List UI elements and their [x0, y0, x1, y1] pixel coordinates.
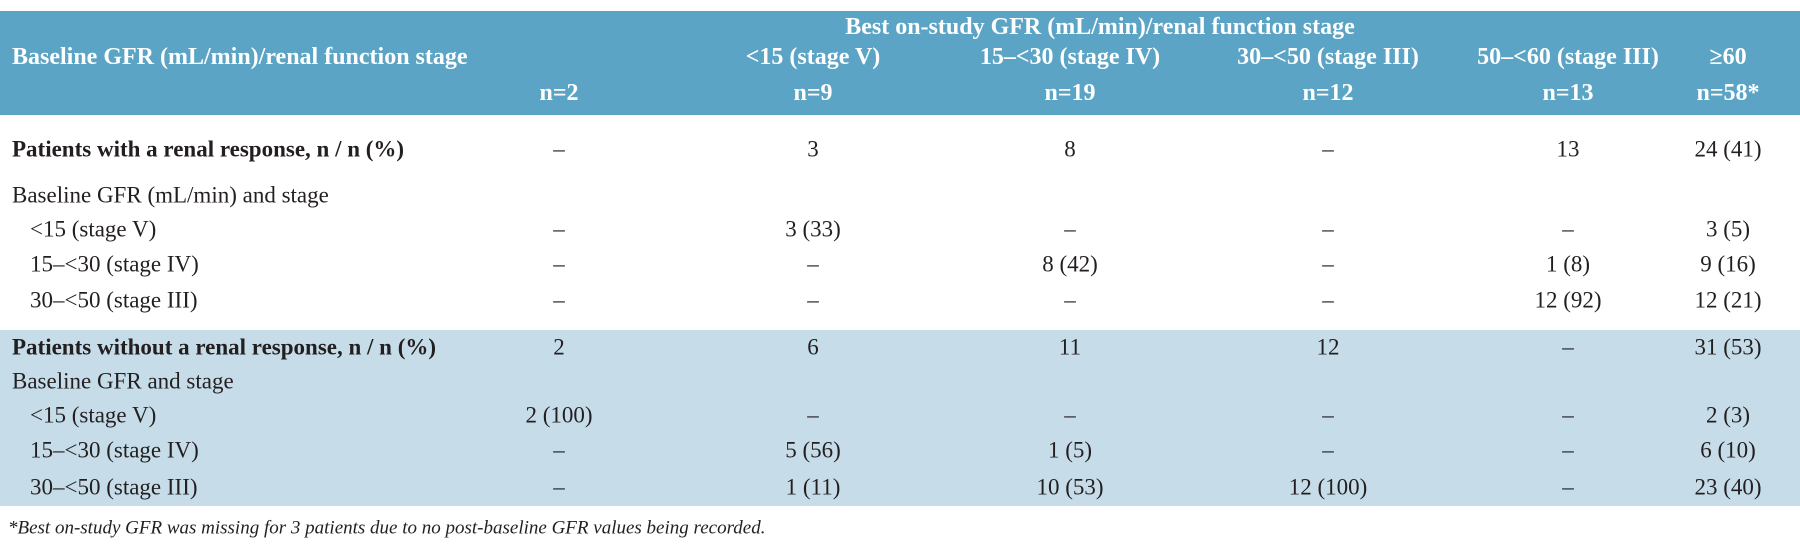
- cell: –: [553, 216, 565, 242]
- cell: 23 (40): [1694, 474, 1762, 500]
- section-background: [0, 330, 1800, 506]
- header-background: [0, 11, 1800, 115]
- cell: 1 (8): [1545, 251, 1591, 277]
- cell: 6 (10): [1700, 437, 1756, 463]
- cell: 1 (5): [1047, 437, 1093, 463]
- column-stage: ≥60: [1709, 44, 1747, 70]
- cell: 5 (56): [785, 437, 841, 463]
- cell: 3: [807, 136, 819, 162]
- cell: 12: [1316, 334, 1340, 360]
- cell: –: [1322, 402, 1334, 428]
- column-stage: <15 (stage V): [745, 44, 881, 70]
- cell: –: [1322, 437, 1334, 463]
- cell: –: [1064, 402, 1076, 428]
- cell: –: [1562, 216, 1574, 242]
- row-label: <15 (stage V): [30, 402, 157, 428]
- column-stage: 50–<60 (stage III): [1477, 44, 1659, 70]
- subheading: Baseline GFR (mL/min) and stage: [12, 182, 329, 208]
- cell: –: [553, 437, 565, 463]
- cell: –: [553, 136, 565, 162]
- cell: 2 (3): [1705, 402, 1751, 428]
- cell: –: [1064, 216, 1076, 242]
- cell: 3 (33): [785, 216, 841, 242]
- cell: 10 (53): [1036, 474, 1104, 500]
- cell: 11: [1058, 334, 1082, 360]
- cell: –: [1562, 437, 1574, 463]
- row-label: <15 (stage V): [30, 216, 157, 242]
- cell: –: [1322, 216, 1334, 242]
- cell: –: [1322, 136, 1334, 162]
- cell: 12 (92): [1534, 287, 1602, 313]
- row-label: 15–<30 (stage IV): [30, 251, 199, 277]
- cell: –: [807, 251, 819, 277]
- footnote: *Best on-study GFR was missing for 3 pat…: [8, 517, 766, 539]
- cell: –: [1322, 251, 1334, 277]
- column-n: n=58*: [1696, 80, 1760, 106]
- row-label: 30–<50 (stage III): [30, 474, 198, 500]
- cell: 13: [1556, 136, 1580, 162]
- section-title: Patients without a renal response, n / n…: [12, 334, 437, 360]
- column-n: n=9: [793, 80, 833, 106]
- cell: 12 (100): [1288, 474, 1368, 500]
- cell: 2 (100): [525, 402, 593, 428]
- row-label: 15–<30 (stage IV): [30, 437, 199, 463]
- cell: –: [553, 474, 565, 500]
- cell: –: [553, 287, 565, 313]
- cell: 9 (16): [1700, 251, 1756, 277]
- row-label: 30–<50 (stage III): [30, 287, 198, 313]
- cell: 8: [1064, 136, 1076, 162]
- column-n: n=13: [1542, 80, 1594, 106]
- cell: 1 (11): [785, 474, 841, 500]
- cell: –: [1562, 334, 1574, 360]
- cell: –: [1064, 287, 1076, 313]
- cell: 24 (41): [1694, 136, 1762, 162]
- column-stage: 30–<50 (stage III): [1237, 44, 1419, 70]
- cell: –: [807, 287, 819, 313]
- section-title: Patients with a renal response, n / n (%…: [12, 136, 405, 162]
- cell: –: [1562, 402, 1574, 428]
- cell: 12 (21): [1694, 287, 1762, 313]
- cell: 31 (53): [1694, 334, 1762, 360]
- spanning-title: Best on-study GFR (mL/min)/renal functio…: [845, 14, 1355, 40]
- column-n: n=2: [539, 80, 579, 106]
- cell: –: [1562, 474, 1574, 500]
- subheading: Baseline GFR and stage: [12, 368, 234, 394]
- cell: 3 (5): [1705, 216, 1751, 242]
- cell: 8 (42): [1042, 251, 1098, 277]
- row-label-header: Baseline GFR (mL/min)/renal function sta…: [12, 44, 468, 70]
- cell: –: [553, 251, 565, 277]
- cell: –: [1322, 287, 1334, 313]
- cell: –: [807, 402, 819, 428]
- column-n: n=12: [1302, 80, 1354, 106]
- cell: 2: [553, 334, 565, 360]
- column-n: n=19: [1044, 80, 1096, 106]
- column-stage: 15–<30 (stage IV): [979, 44, 1161, 70]
- cell: 6: [807, 334, 819, 360]
